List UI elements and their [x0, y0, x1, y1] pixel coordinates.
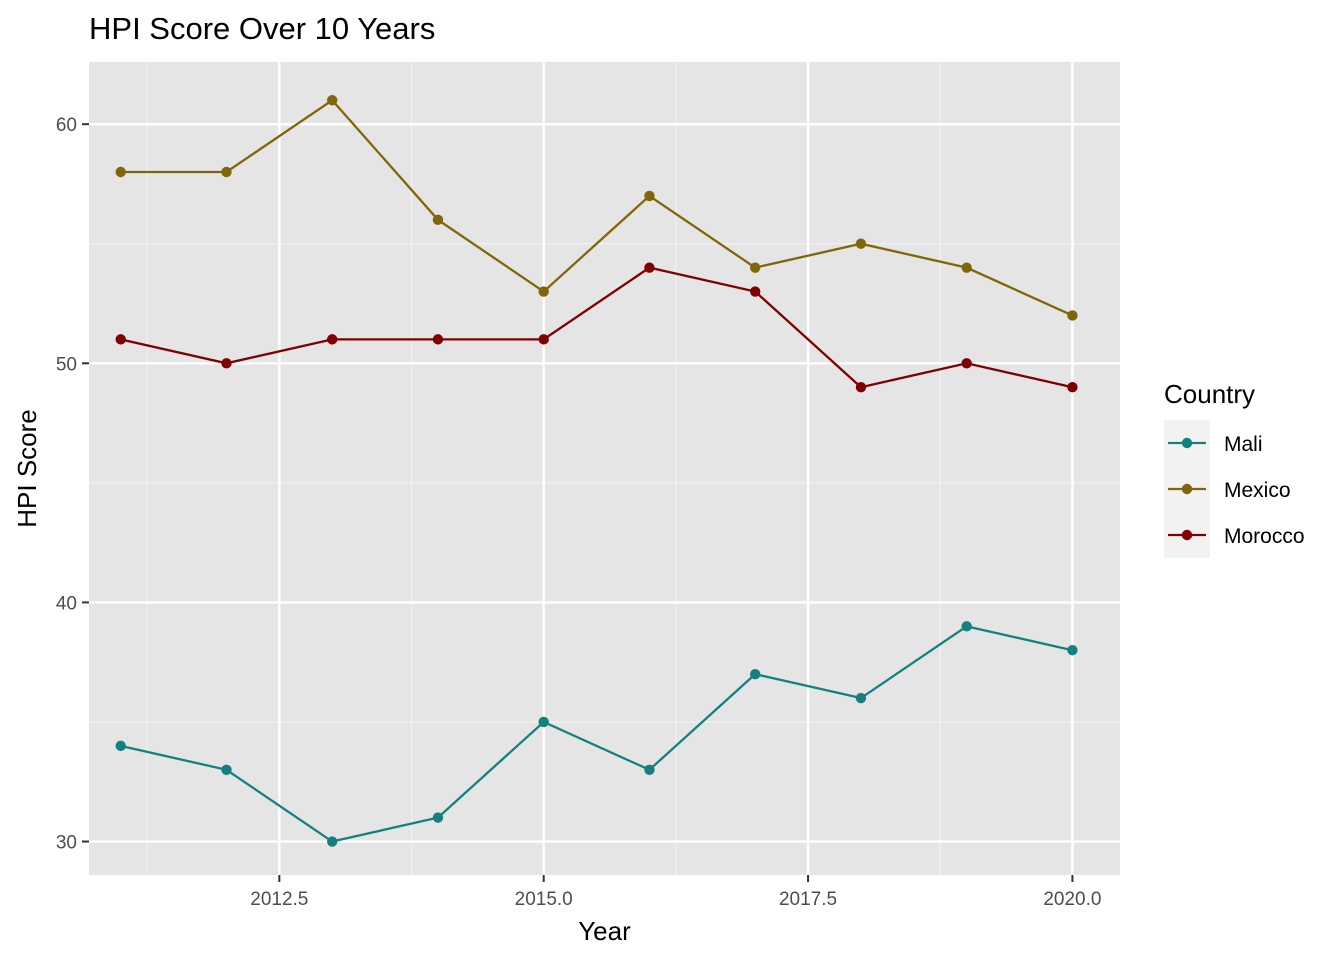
data-point-morocco: [644, 262, 655, 273]
legend-label: Mexico: [1224, 479, 1291, 502]
data-point-mexico: [327, 95, 338, 106]
data-point-mali: [749, 668, 761, 680]
data-point-morocco: [538, 334, 549, 345]
y-tick-label: 60: [56, 115, 77, 136]
series-line-mexico: [120, 98, 1073, 317]
data-point-morocco: [855, 382, 867, 393]
x-axis: 2012.5 2015.0 2017.5 2020.0: [250, 875, 1101, 910]
data-point-morocco: [327, 334, 338, 345]
data-point-mali: [1067, 645, 1078, 656]
legend-key-point: [1181, 483, 1193, 495]
x-tick-label: 2015.0: [515, 889, 573, 910]
y-axis: 30 40 50 60: [56, 115, 89, 854]
chart-title: HPI Score Over 10 Years: [89, 11, 435, 46]
y-tick-label: 40: [56, 593, 77, 614]
data-point-mexico: [855, 238, 867, 249]
series-lines: [120, 98, 1073, 843]
data-point-mexico: [538, 286, 549, 297]
data-point-mexico: [221, 166, 232, 178]
data-point-mali: [432, 812, 444, 823]
data-point-mexico: [1067, 310, 1078, 321]
y-tick-label: 30: [56, 833, 77, 854]
data-point-mali: [644, 764, 655, 775]
data-point-mali: [327, 836, 338, 847]
y-tick-label: 50: [56, 354, 77, 375]
data-point-morocco: [961, 358, 972, 369]
data-point-mali: [961, 621, 972, 632]
plot-panel: [89, 62, 1120, 875]
data-point-mexico: [644, 190, 655, 202]
data-point-mexico: [432, 214, 444, 226]
x-tick-label: 2020.0: [1043, 889, 1101, 910]
legend-items: Mali Mexico Morocco: [1168, 433, 1305, 548]
data-point-mali: [115, 740, 126, 752]
major-gridlines: [89, 62, 1120, 875]
legend-item-mali: Mali: [1168, 433, 1263, 456]
data-point-morocco: [115, 334, 126, 345]
data-point-morocco: [749, 286, 761, 297]
legend-item-mexico: Mexico: [1168, 479, 1291, 502]
data-point-mexico: [749, 262, 761, 273]
x-tick-label: 2017.5: [779, 889, 837, 910]
series-line-mali: [120, 625, 1073, 843]
data-point-mali: [855, 692, 867, 704]
y-axis-title: HPI Score: [12, 409, 42, 528]
legend-title: Country: [1164, 379, 1255, 409]
data-point-mexico: [115, 166, 126, 178]
data-point-mali: [538, 716, 549, 728]
data-point-mexico: [961, 262, 972, 273]
data-point-morocco: [1067, 382, 1078, 393]
legend-label: Mali: [1224, 433, 1263, 456]
data-point-morocco: [221, 358, 232, 369]
minor-gridlines: [89, 62, 1120, 875]
series-line-morocco: [120, 266, 1073, 389]
series-points: [115, 95, 1078, 847]
legend-item-morocco: Morocco: [1168, 525, 1305, 548]
x-tick-label: 2012.5: [250, 889, 308, 910]
legend-label: Morocco: [1224, 525, 1305, 548]
legend: Country Mali Mexico Morocco: [1164, 379, 1305, 558]
x-axis-title: Year: [578, 916, 631, 946]
legend-key-point: [1181, 437, 1193, 449]
data-point-morocco: [432, 334, 444, 345]
data-point-mali: [221, 764, 232, 775]
legend-key-point: [1181, 529, 1193, 541]
